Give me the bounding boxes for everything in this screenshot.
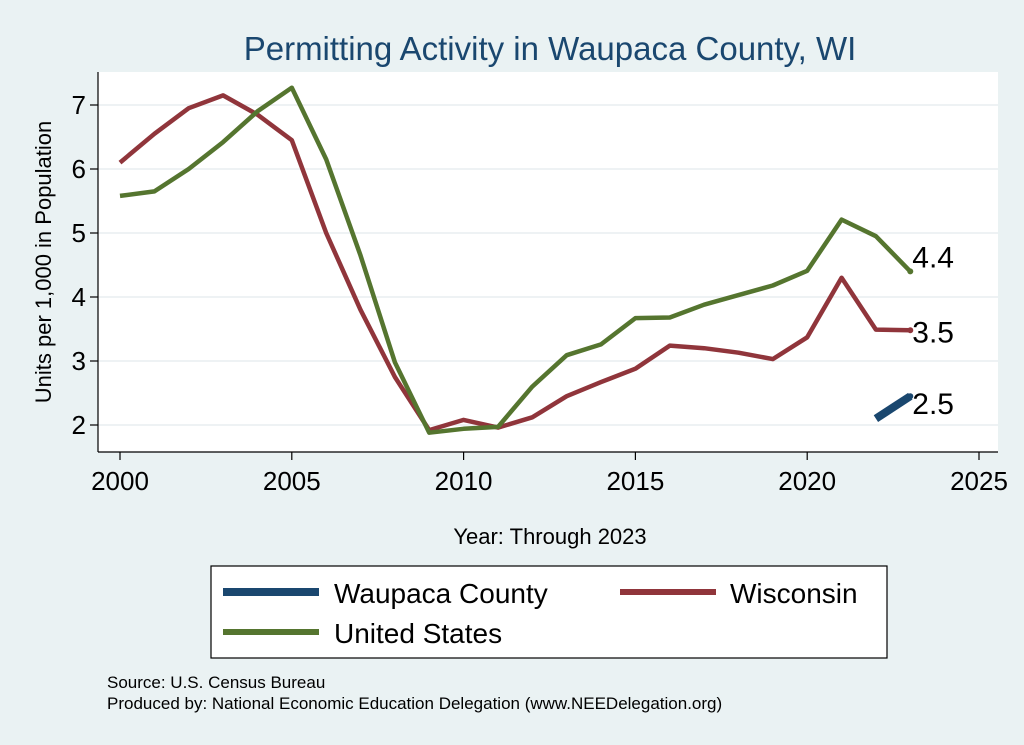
- x-tick-label: 2000: [91, 466, 149, 496]
- x-axis: 2000 2005 2010 2015 2020 2025: [91, 451, 1008, 496]
- produced-by-note: Produced by: National Economic Education…: [107, 694, 722, 713]
- y-tick-label: 5: [72, 218, 86, 248]
- end-labels: 2.5 3.5 4.4: [912, 241, 954, 421]
- end-label-wisconsin: 3.5: [912, 316, 954, 349]
- y-axis-title: Units per 1,000 in Population: [31, 121, 56, 404]
- x-tick-label: 2005: [263, 466, 321, 496]
- legend-label-wisconsin: Wisconsin: [730, 578, 858, 609]
- x-tick-label: 2010: [435, 466, 493, 496]
- legend-label-united-states: United States: [334, 618, 502, 649]
- x-tick-label: 2020: [778, 466, 836, 496]
- legend-box: [210, 565, 888, 659]
- y-axis: 2 3 4 5 6 7: [72, 72, 99, 452]
- series-line-waupaca-county: [873, 392, 913, 422]
- y-tick-label: 4: [72, 282, 86, 312]
- x-axis-title: Year: Through 2023: [453, 524, 646, 549]
- x-tick-label: 2015: [606, 466, 664, 496]
- legend-label-waupaca: Waupaca County: [334, 578, 548, 609]
- series-line-united-states: [119, 85, 912, 435]
- gridlines: [98, 104, 998, 426]
- x-tick-label: 2025: [950, 466, 1008, 496]
- y-tick-label: 6: [72, 154, 86, 184]
- y-ticks: 2 3 4 5 6 7: [72, 90, 98, 440]
- y-tick-label: 3: [72, 346, 86, 376]
- y-tick-label: 2: [72, 410, 86, 440]
- source-note: Source: U.S. Census Bureau: [107, 673, 325, 692]
- end-label-united-states: 4.4: [912, 241, 954, 274]
- series-lines: [118, 85, 914, 435]
- chart-title: Permitting Activity in Waupaca County, W…: [244, 30, 857, 67]
- legend: Waupaca County Wisconsin United States: [210, 565, 888, 659]
- x-ticks: 2000 2005 2010 2015 2020 2025: [91, 452, 1008, 496]
- plot-area: [98, 72, 998, 452]
- series-line-wisconsin: [118, 93, 911, 433]
- series-end-marker-united-states: [907, 268, 914, 275]
- series-end-marker-wisconsin: [907, 327, 914, 334]
- series-end-marker-waupaca-county: [907, 393, 914, 400]
- end-label-waupaca-county: 2.5: [912, 388, 954, 421]
- y-tick-label: 7: [72, 90, 86, 120]
